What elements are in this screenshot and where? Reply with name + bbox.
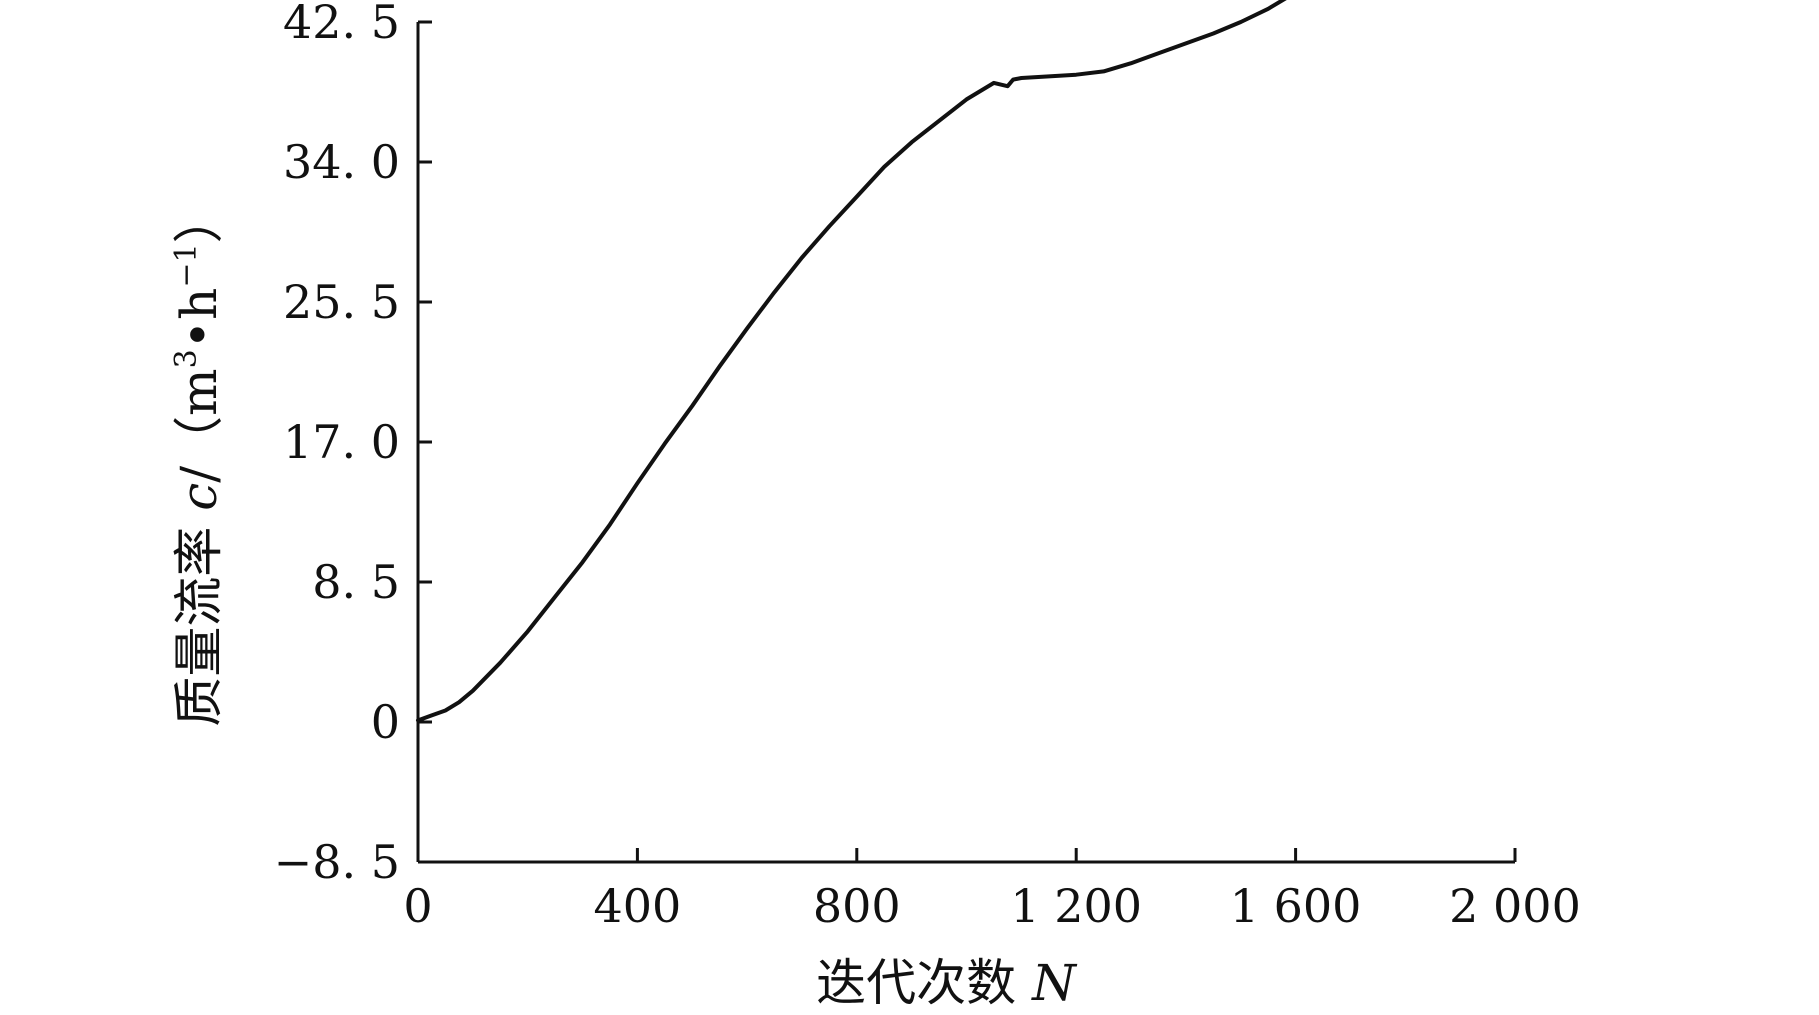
x-tick-label: 1 200 xyxy=(1010,879,1142,933)
y-tick-label: 8. 5 xyxy=(312,555,400,609)
y-axis-title: 质量流率 c/（m3•h−1） xyxy=(169,193,228,726)
y-axis-ticks: −8. 5 0 8. 5 17. 0 25. 5 34. 0 42. 5 xyxy=(274,0,432,889)
y-axis-title-unit-sup1: 3 xyxy=(169,349,204,368)
y-tick-label: 34. 0 xyxy=(283,135,400,189)
y-tick-label: −8. 5 xyxy=(274,835,400,889)
y-axis-title-text: 质量流率 xyxy=(170,511,228,727)
x-tick-label: 800 xyxy=(813,879,901,933)
y-axis-title-unit-close: ） xyxy=(170,193,228,243)
x-tick-label: 2 000 xyxy=(1449,879,1581,933)
y-axis-title-symbol: c xyxy=(170,483,228,511)
x-axis-title: 迭代次数 N xyxy=(816,954,1078,1012)
y-axis-title-unit-open: /（m xyxy=(170,368,228,482)
y-axis-title-unit-sup2: −1 xyxy=(169,243,204,287)
y-tick-label: 17. 0 xyxy=(283,415,400,469)
x-axis-ticks: 0 400 800 1 200 1 600 2 000 xyxy=(403,848,1581,933)
y-tick-label: 42. 5 xyxy=(283,0,400,49)
x-tick-label: 400 xyxy=(593,879,681,933)
series-line-mass-flow-rate xyxy=(416,0,1287,723)
y-tick-label: 0 xyxy=(371,695,400,749)
x-axis-title-text: 迭代次数 xyxy=(816,954,1032,1012)
x-tick-label: 0 xyxy=(403,879,432,933)
y-tick-label: 25. 5 xyxy=(283,275,400,329)
y-axis-title-unit-mid: •h xyxy=(170,288,228,350)
x-axis-title-symbol: N xyxy=(1031,954,1078,1012)
x-tick-label: 1 600 xyxy=(1230,879,1362,933)
